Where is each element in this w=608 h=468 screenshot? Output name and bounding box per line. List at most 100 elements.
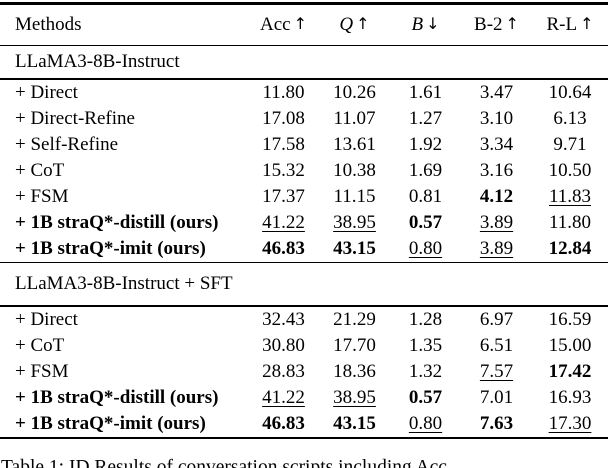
method-name: + 1B straQ*-imit (ours) <box>15 412 206 434</box>
metric-value: 1.92 <box>408 133 443 155</box>
metric-value: 28.83 <box>262 360 305 382</box>
metric-value: 46.83 <box>262 237 305 259</box>
table-row: + 1B straQ*-distill (ours) 41.22 38.95 0.57… <box>0 210 608 236</box>
metric-value: 10.38 <box>333 159 376 181</box>
metric-value: 12.84 <box>548 237 592 259</box>
metric-value: 3.89 <box>479 237 514 259</box>
method-name: + Direct <box>15 308 78 330</box>
metric-value: 6.51 <box>479 334 514 356</box>
metric-value: 18.36 <box>333 360 376 382</box>
table-row: + 1B straQ*-imit (ours) 46.83 43.15 0.80 3.8… <box>0 236 608 262</box>
metric-value: 6.13 <box>553 107 587 129</box>
method-name: + Self-Refine <box>15 133 119 155</box>
table-caption: Table 1: ID Results of conversation scri… <box>1 457 447 468</box>
metric-value: 17.58 <box>262 133 305 155</box>
col-header-b2-label: B-2 <box>474 13 503 35</box>
section-title-llama3-8b-instruct-sft: LLaMA3-8B-Instruct + SFT <box>15 273 233 294</box>
table-mid-rule <box>0 78 608 80</box>
table-row: + FSM 28.83 18.36 1.32 7.57 17.42 <box>0 359 608 385</box>
up-arrow-icon: ↑ <box>356 13 370 33</box>
metric-value: 6.97 <box>479 308 514 330</box>
table-row: + Direct 32.43 21.29 1.28 6.97 16.59 <box>0 307 608 333</box>
metric-value: 1.32 <box>408 360 443 382</box>
col-header-b-label: B <box>411 13 424 35</box>
metric-value: 0.57 <box>408 211 443 233</box>
table-mid-rule <box>0 261 608 263</box>
metric-value: 11.07 <box>333 107 376 129</box>
metric-value: 17.42 <box>548 360 592 382</box>
metric-value: 1.69 <box>408 159 443 181</box>
section-title-llama3-8b-instruct: LLaMA3-8B-Instruct <box>15 51 180 72</box>
metric-value: 10.64 <box>548 81 592 103</box>
metric-value: 32.43 <box>262 308 305 330</box>
metric-value: 17.70 <box>333 334 376 356</box>
metric-value: 10.26 <box>333 81 376 103</box>
metric-value: 43.15 <box>333 237 376 259</box>
col-header-q-label: Q <box>339 13 354 35</box>
method-name: + 1B straQ*-distill (ours) <box>15 386 219 408</box>
col-header-rl-label: R-L <box>546 13 578 35</box>
metric-value: 17.08 <box>262 107 305 129</box>
metric-value: 0.80 <box>408 237 443 259</box>
col-header-methods: Methods <box>15 13 82 35</box>
method-name: + CoT <box>15 159 65 181</box>
metric-value: 3.34 <box>479 133 514 155</box>
metric-value: 13.61 <box>333 133 376 155</box>
col-header-q: Q ↑ <box>319 14 390 36</box>
metric-value: 0.57 <box>408 386 443 408</box>
metric-value: 41.22 <box>262 386 305 408</box>
metric-value: 15.00 <box>548 334 592 356</box>
col-header-acc: Acc ↑ <box>248 14 319 36</box>
metric-value: 7.01 <box>479 386 514 408</box>
col-header-b: B ↓ <box>390 14 461 36</box>
table-row: + 1B straQ*-imit (ours) 46.83 43.15 0.80 7.6… <box>0 411 608 437</box>
metric-value: 43.15 <box>333 412 376 434</box>
metric-value: 17.30 <box>548 412 592 434</box>
col-header-rl: R-L ↑ <box>532 14 608 36</box>
metric-value: 3.47 <box>479 81 514 103</box>
table-header-row: Methods Acc ↑ Q ↑ B ↓ B-2 ↑ R-L ↑ <box>0 5 608 45</box>
metric-value: 4.12 <box>479 185 514 207</box>
up-arrow-icon: ↑ <box>293 13 307 33</box>
table-row: + 1B straQ*-distill (ours) 41.22 38.95 0.57… <box>0 385 608 411</box>
up-arrow-icon: ↑ <box>580 13 594 33</box>
metric-value: 1.35 <box>408 334 443 356</box>
metric-value: 11.80 <box>548 211 592 233</box>
metric-value: 41.22 <box>262 211 305 233</box>
metric-value: 11.80 <box>262 81 305 103</box>
section-rows-llama3-8b-instruct-sft: + Direct 32.43 21.29 1.28 6.97 16.59 + CoT 30.8… <box>0 307 608 437</box>
section-rows-llama3-8b-instruct: + Direct 11.80 10.26 1.61 3.47 10.64 + Direct-… <box>0 80 608 262</box>
metric-value: 38.95 <box>333 386 376 408</box>
metric-value: 3.10 <box>479 107 514 129</box>
method-name: + Direct-Refine <box>15 107 135 129</box>
table-row: + FSM 17.37 11.15 0.81 4.12 11.83 <box>0 184 608 210</box>
metric-value: 30.80 <box>262 334 305 356</box>
metric-value: 0.81 <box>408 185 443 207</box>
method-name: + FSM <box>15 185 69 207</box>
metric-value: 3.89 <box>479 211 514 233</box>
table-row: + Self-Refine 17.58 13.61 1.92 3.34 9.71 <box>0 132 608 158</box>
table-mid-rule <box>0 44 608 46</box>
metric-value: 11.15 <box>333 185 376 207</box>
metric-value: 3.16 <box>479 159 514 181</box>
metric-value: 38.95 <box>333 211 376 233</box>
method-name: + 1B straQ*-distill (ours) <box>15 211 219 233</box>
table-mid-rule <box>0 305 608 307</box>
metric-value: 1.61 <box>408 81 443 103</box>
table-row: + CoT 15.32 10.38 1.69 3.16 10.50 <box>0 158 608 184</box>
col-header-acc-label: Acc <box>260 13 291 35</box>
metric-value: 16.59 <box>548 308 592 330</box>
method-name: + 1B straQ*-imit (ours) <box>15 237 206 259</box>
table-row: + Direct-Refine 17.08 11.07 1.27 3.10 6.13 <box>0 106 608 132</box>
metric-value: 7.57 <box>479 360 514 382</box>
method-name: + CoT <box>15 334 65 356</box>
metric-value: 17.37 <box>262 185 305 207</box>
table-top-rule <box>0 2 608 5</box>
metric-value: 9.71 <box>553 133 587 155</box>
metric-value: 0.80 <box>408 412 443 434</box>
metric-value: 7.63 <box>479 412 514 434</box>
method-name: + Direct <box>15 81 78 103</box>
metric-value: 15.32 <box>262 159 305 181</box>
metric-value: 46.83 <box>262 412 305 434</box>
